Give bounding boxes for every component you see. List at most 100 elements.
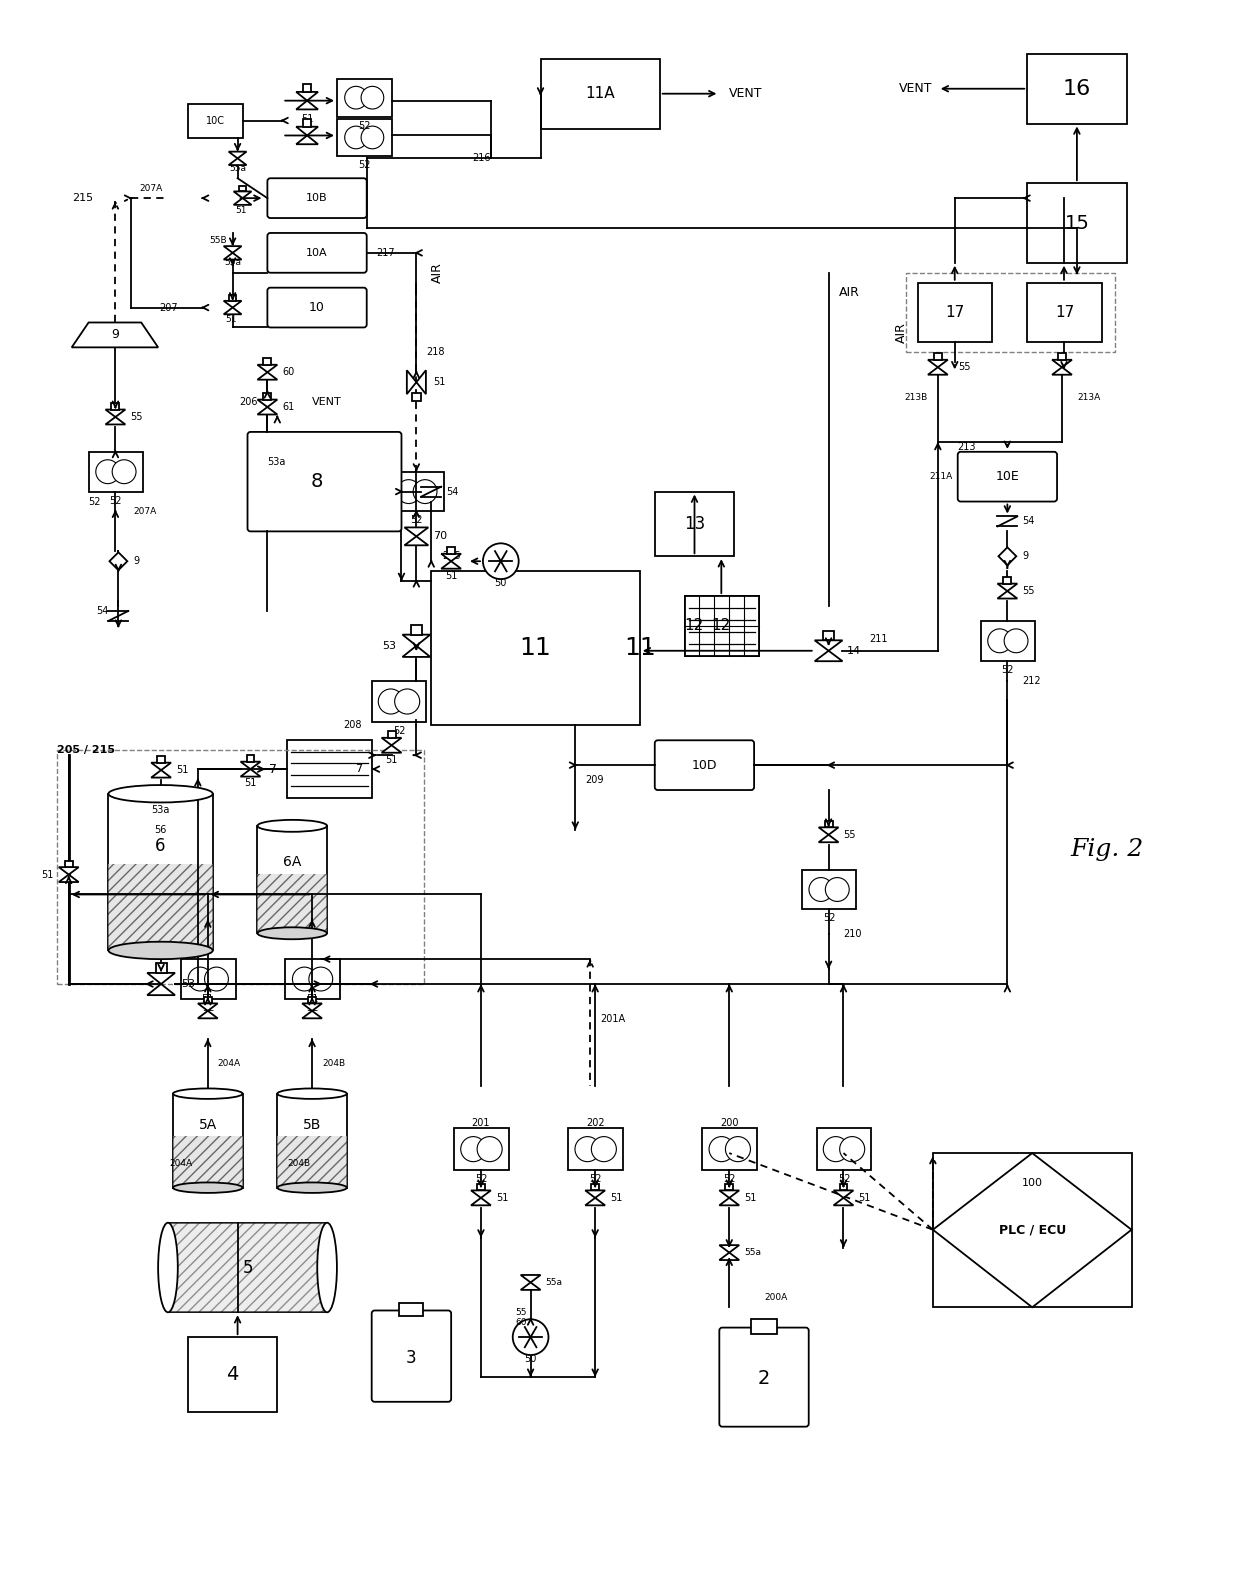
Text: 7: 7 xyxy=(355,765,362,774)
Text: VENT: VENT xyxy=(899,83,932,95)
Polygon shape xyxy=(296,100,317,110)
Bar xyxy=(839,1185,847,1191)
Bar xyxy=(1027,54,1127,124)
Polygon shape xyxy=(382,738,402,746)
Text: 51: 51 xyxy=(41,870,53,879)
Bar xyxy=(303,84,311,92)
Text: 52: 52 xyxy=(589,1173,601,1185)
Polygon shape xyxy=(233,199,252,205)
Bar xyxy=(1027,183,1127,262)
Text: 55a: 55a xyxy=(224,258,241,267)
Polygon shape xyxy=(198,1011,218,1018)
Text: 51: 51 xyxy=(306,994,319,1003)
FancyBboxPatch shape xyxy=(248,432,402,531)
Circle shape xyxy=(345,86,367,110)
Text: 51: 51 xyxy=(301,113,314,124)
Polygon shape xyxy=(928,367,947,375)
Bar xyxy=(802,870,857,909)
Polygon shape xyxy=(233,191,252,199)
FancyBboxPatch shape xyxy=(268,234,367,273)
Polygon shape xyxy=(719,1197,739,1205)
Bar xyxy=(155,964,166,973)
Text: 5A: 5A xyxy=(198,1118,217,1132)
Text: 52: 52 xyxy=(109,496,123,506)
Polygon shape xyxy=(833,1191,853,1197)
Ellipse shape xyxy=(317,1223,337,1312)
Text: 55: 55 xyxy=(1022,587,1034,596)
Text: 51: 51 xyxy=(610,1192,622,1204)
Text: 10D: 10D xyxy=(692,758,717,771)
Polygon shape xyxy=(585,1191,605,1197)
Text: 10A: 10A xyxy=(306,248,327,258)
Polygon shape xyxy=(223,246,242,253)
Bar xyxy=(112,402,119,410)
Circle shape xyxy=(591,1137,616,1162)
Circle shape xyxy=(823,1137,848,1162)
Text: 2: 2 xyxy=(758,1369,770,1388)
Bar xyxy=(454,1129,508,1170)
Circle shape xyxy=(482,544,518,579)
Text: 55a: 55a xyxy=(229,164,246,173)
Text: 200A: 200A xyxy=(764,1293,787,1302)
Text: 52: 52 xyxy=(358,161,371,170)
Text: 9: 9 xyxy=(1022,552,1028,561)
Text: 3: 3 xyxy=(405,1348,417,1367)
Text: 17: 17 xyxy=(1055,305,1074,320)
Circle shape xyxy=(188,967,212,991)
Text: 200: 200 xyxy=(720,1118,739,1129)
Bar xyxy=(239,186,246,191)
Polygon shape xyxy=(241,770,260,776)
Text: 6A: 6A xyxy=(283,855,301,868)
Polygon shape xyxy=(404,528,428,536)
Polygon shape xyxy=(303,1011,322,1018)
Bar xyxy=(389,472,444,512)
Text: 55: 55 xyxy=(130,412,143,421)
Text: 206: 206 xyxy=(239,398,258,407)
Text: 11A: 11A xyxy=(585,86,615,102)
Text: 10C: 10C xyxy=(206,116,224,126)
Text: 212: 212 xyxy=(1022,676,1040,685)
Text: 7: 7 xyxy=(269,763,278,776)
Text: 51: 51 xyxy=(433,377,445,388)
Text: AIR: AIR xyxy=(432,262,444,283)
Bar xyxy=(108,865,213,951)
Polygon shape xyxy=(417,370,425,394)
Circle shape xyxy=(361,86,383,110)
Bar xyxy=(288,741,372,798)
Text: 56: 56 xyxy=(155,825,167,835)
Polygon shape xyxy=(441,553,461,561)
Polygon shape xyxy=(72,323,159,347)
Polygon shape xyxy=(258,407,278,415)
Ellipse shape xyxy=(258,820,327,832)
Bar xyxy=(432,571,640,725)
Text: 211A: 211A xyxy=(930,472,952,482)
Text: 52: 52 xyxy=(723,1173,737,1185)
Text: 61: 61 xyxy=(283,402,295,412)
Text: 53a: 53a xyxy=(151,805,170,816)
Bar xyxy=(541,59,660,129)
Bar xyxy=(174,1135,243,1188)
Bar xyxy=(722,596,759,655)
Bar xyxy=(1027,283,1102,342)
Polygon shape xyxy=(403,634,430,646)
Bar xyxy=(684,596,759,655)
Bar xyxy=(337,80,392,116)
Polygon shape xyxy=(148,984,175,995)
Bar xyxy=(448,547,455,553)
Circle shape xyxy=(205,967,228,991)
Text: 204A: 204A xyxy=(170,1159,193,1167)
Text: 51: 51 xyxy=(858,1192,870,1204)
Text: 52: 52 xyxy=(393,727,405,736)
Text: 52: 52 xyxy=(358,121,371,130)
Bar xyxy=(258,825,327,933)
Circle shape xyxy=(1004,630,1028,653)
Bar xyxy=(167,1223,327,1312)
Circle shape xyxy=(394,688,419,714)
Bar xyxy=(388,731,396,738)
Text: 5B: 5B xyxy=(303,1118,321,1132)
Bar xyxy=(167,1223,327,1312)
Text: 52: 52 xyxy=(475,1173,487,1185)
Text: 55B: 55B xyxy=(208,237,227,245)
Polygon shape xyxy=(258,364,278,372)
Polygon shape xyxy=(407,370,417,394)
